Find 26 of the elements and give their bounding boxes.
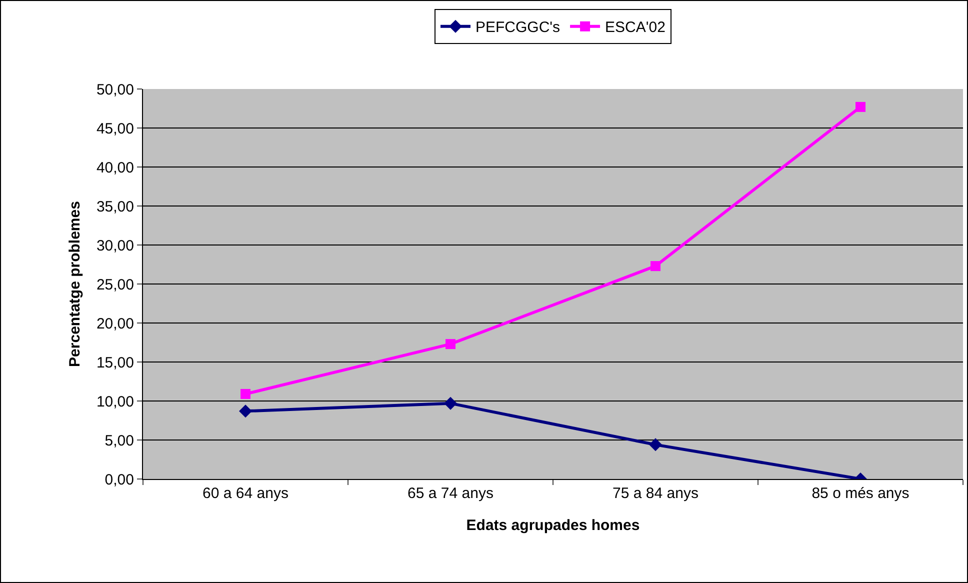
point [649,438,662,452]
y-tick-label: 20,00 [96,315,134,332]
point [240,388,250,399]
y-tick-label: 10,00 [96,393,134,410]
y-tick-label: 40,00 [96,159,134,176]
y-tick-label: 35,00 [96,198,134,216]
x-tick-label: 85 o més anys [812,485,910,502]
point [650,261,660,272]
point [444,396,457,410]
x-tick-label: 65 a 74 anys [408,485,494,502]
y-axis-title: Percentatge problemes [66,201,84,367]
legend-label: ESCA'02 [605,19,666,36]
point [856,102,866,112]
y-tick-label: 30,00 [96,237,134,254]
legend-label: PEFCGGC's [476,19,560,36]
y-tick-label: 0,00 [104,471,134,488]
y-tick-label: 5,00 [104,432,134,450]
y-tick-label: 25,00 [96,276,134,294]
point [239,404,252,418]
x-axis-title: Edats agrupades homes [466,517,640,534]
point [446,339,456,350]
y-tick-label: 15,00 [96,354,134,372]
x-tick-label: 75 a 84 anys [612,485,698,502]
x-tick-label: 60 a 64 anys [202,485,288,502]
y-tick-label: 45,00 [96,120,134,138]
y-tick-label: 50,00 [96,81,134,98]
